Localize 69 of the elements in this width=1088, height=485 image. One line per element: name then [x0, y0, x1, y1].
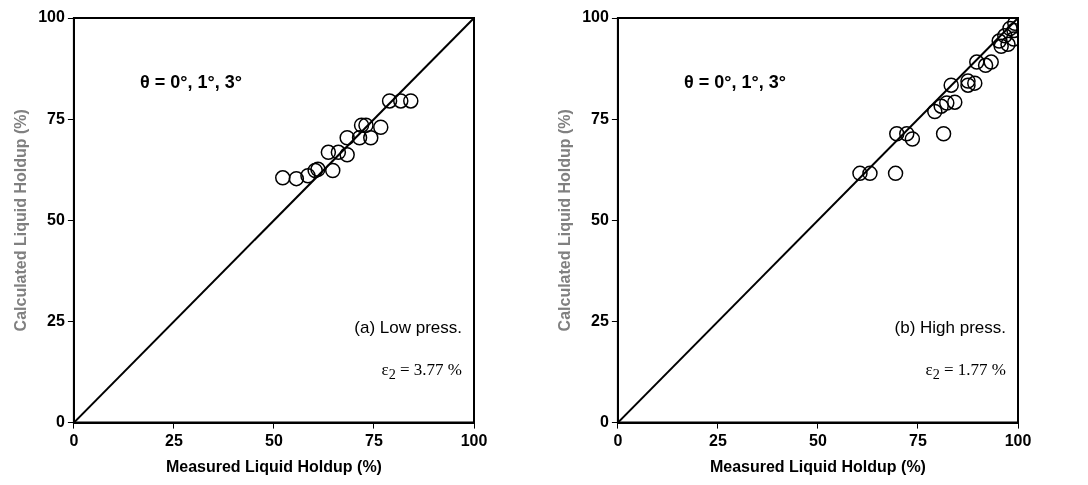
point [887, 165, 904, 182]
annotation: ε$_{2}$ = 1.77 % [925, 360, 1006, 384]
x-tick-label: 100 [460, 431, 488, 449]
point [1000, 36, 1016, 53]
x-tick-label: 0 [69, 431, 79, 449]
x-tick-label: 75 [909, 431, 927, 449]
point [969, 54, 985, 70]
point [933, 98, 949, 114]
y-tick-label: 0 [599, 413, 609, 431]
point [393, 93, 409, 109]
annotation: ε$_{2}$ = 3.77 % [381, 360, 462, 384]
x-axis-title: Measured Liquid Holdup (%) [165, 457, 382, 475]
y-tick-label: 75 [47, 109, 65, 127]
y-tick-label: 75 [591, 109, 609, 127]
point [373, 119, 389, 135]
x-tick-label: 75 [365, 431, 383, 449]
point [339, 130, 355, 146]
annotation: θ = 0°, 1°, 3° [140, 72, 242, 93]
point [300, 168, 316, 184]
point [947, 94, 963, 110]
x-tick-label: 25 [165, 431, 183, 449]
point [977, 57, 994, 74]
point [1002, 20, 1018, 37]
point [358, 117, 374, 133]
point [275, 170, 291, 186]
y-tick-label: 25 [591, 311, 609, 329]
point [960, 73, 976, 89]
point [320, 144, 337, 161]
y-tick-label: 25 [47, 311, 65, 329]
point [935, 125, 952, 142]
x-tick-label: 50 [265, 431, 283, 449]
y-axis-title: Calculated Liquid Holdup (%) [556, 109, 574, 332]
point [904, 131, 921, 147]
y-tick-label: 0 [55, 413, 65, 431]
x-tick-label: 100 [1004, 431, 1032, 449]
point [862, 165, 878, 182]
point [993, 38, 1009, 55]
point [353, 117, 370, 133]
y-tick-label: 50 [591, 210, 609, 228]
x-tick-label: 0 [613, 431, 623, 449]
x-tick-label: 25 [709, 431, 727, 449]
point [939, 95, 955, 111]
point [997, 28, 1013, 44]
annotation: (b) High press. [894, 318, 1006, 338]
point [403, 93, 419, 109]
x-tick-label: 50 [809, 431, 827, 449]
point [852, 165, 868, 182]
point [943, 77, 959, 93]
annotation: (a) Low press. [354, 318, 462, 338]
point [967, 75, 983, 91]
y-tick-label: 100 [38, 8, 65, 26]
point [889, 125, 905, 142]
point [351, 130, 368, 146]
point [927, 103, 943, 120]
point [381, 93, 398, 109]
point [899, 125, 915, 142]
y-tick-label: 50 [47, 210, 65, 228]
point [325, 162, 341, 179]
point [960, 77, 976, 93]
y-axis-title: Calculated Liquid Holdup (%) [12, 109, 30, 332]
point [330, 144, 347, 161]
point [363, 130, 379, 146]
y-tick-label: 100 [582, 8, 609, 26]
point [991, 33, 1007, 49]
annotation: θ = 0°, 1°, 3° [684, 72, 786, 93]
point [339, 147, 355, 163]
point [288, 170, 305, 187]
x-axis-title: Measured Liquid Holdup (%) [709, 457, 926, 475]
point [983, 54, 999, 70]
